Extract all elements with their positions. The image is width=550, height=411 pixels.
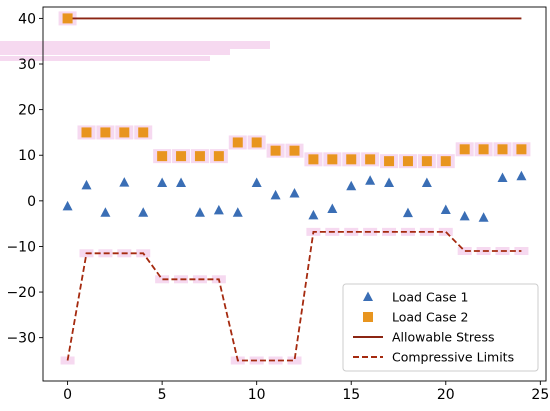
y-tick-label: −10 [6, 239, 36, 255]
load-case-2-point [516, 144, 527, 155]
load-case-2-point [308, 154, 319, 165]
load-case-2-point [194, 151, 205, 162]
load-case-1-point [251, 177, 262, 188]
legend-handle [363, 312, 373, 322]
legend: Load Case 1 Load Case 2 Allowable Stress Co… [342, 283, 539, 372]
y-tick-label: 20 [18, 103, 36, 119]
x-tick-label: 15 [342, 387, 360, 403]
series-lines [66, 17, 522, 362]
compressive-limits-halo [438, 227, 453, 236]
load-case-2-point [346, 154, 357, 165]
load-case-2-point [365, 154, 376, 165]
load-case-2-point [176, 151, 187, 162]
load-case-2-point [402, 156, 413, 167]
load-case-1-point [138, 207, 149, 217]
compressive-limits-halo [287, 356, 302, 365]
legend-label: Compressive Limits [392, 350, 514, 365]
y-tick-label: 10 [18, 148, 36, 164]
x-tick-label: 5 [158, 387, 167, 403]
legend-box [342, 283, 539, 372]
highlight-artifact [0, 49, 230, 55]
load-case-1-point [478, 212, 489, 222]
load-case-2-point [251, 137, 262, 148]
compressive-limits-halo [268, 356, 283, 365]
load-case-2-point [100, 127, 111, 138]
load-case-1-point [232, 207, 243, 217]
compressive-limits-line [66, 230, 522, 362]
load-case-1-point [421, 177, 432, 188]
compressive-limits-halo [457, 247, 472, 256]
x-tick-label: 20 [437, 387, 455, 403]
load-case-2-point [232, 137, 243, 148]
load-case-2-point [81, 127, 92, 138]
plot-frame [42, 6, 547, 382]
load-case-1-point [327, 203, 338, 214]
load-case-2-point [119, 127, 130, 138]
x-tick-label: 0 [63, 387, 72, 403]
compressive-limits-halo [400, 227, 415, 236]
load-case-1-point [346, 180, 357, 191]
load-case-1-point [119, 177, 130, 187]
load-case-2-point [270, 145, 281, 156]
load-case-2-point [157, 151, 168, 162]
x-tick-label: 25 [531, 387, 549, 403]
load-case-1-point [497, 172, 508, 183]
compressive-limits-halo [60, 356, 75, 365]
load-case-2-point [440, 156, 451, 167]
load-case-2-point [384, 156, 395, 167]
legend-label: Load Case 1 [392, 290, 468, 305]
load-case-2-point [289, 145, 300, 156]
load-case-1-point [194, 207, 205, 217]
load-case-2-point [138, 127, 149, 138]
legend-handle [363, 291, 373, 301]
load-case-1-point [176, 177, 187, 188]
load-case-1-point [365, 175, 376, 185]
highlight-artifact [0, 56, 210, 61]
load-case-2-point [478, 144, 489, 155]
compressive-limits-halo [155, 275, 170, 284]
load-case-1-point [62, 200, 73, 211]
load-case-1-point [402, 207, 413, 218]
x-tick-label: 10 [248, 387, 266, 403]
y-tick-label: −30 [6, 331, 36, 347]
load-case-1-point [81, 179, 92, 190]
legend-label: Allowable Stress [392, 330, 495, 345]
load-case-2-point [421, 156, 432, 167]
load-case-2-point [459, 144, 470, 155]
load-case-2-point [213, 151, 224, 162]
load-case-1-point [289, 188, 300, 198]
y-tick-label: 0 [27, 194, 36, 210]
highlight-artifact [0, 41, 270, 49]
load-case-1-point [213, 204, 224, 215]
y-tick-label: 40 [18, 11, 36, 27]
compressive-limits-halo [382, 227, 397, 236]
load-case-1-point [384, 177, 395, 188]
load-case-2-point [497, 144, 508, 155]
load-case-1-point [100, 207, 111, 217]
compressive-limits-halo [419, 227, 434, 236]
load-case-1-point [308, 209, 319, 220]
series-markers [62, 13, 527, 222]
load-case-2-point [62, 13, 73, 24]
axis-ticks: 0 5 10 15 20 25 −30 −20 −10 0 10 20 30 40 [6, 11, 549, 403]
load-case-1-point [459, 210, 470, 221]
load-case-2-point [327, 154, 338, 165]
load-case-1-point [516, 170, 527, 181]
load-case-1-point [157, 177, 168, 188]
load-case-1-point [270, 189, 281, 200]
legend-label: Load Case 2 [392, 310, 468, 325]
load-case-1-point [440, 204, 451, 214]
y-tick-label: 30 [18, 57, 36, 73]
y-tick-label: −20 [6, 285, 36, 301]
